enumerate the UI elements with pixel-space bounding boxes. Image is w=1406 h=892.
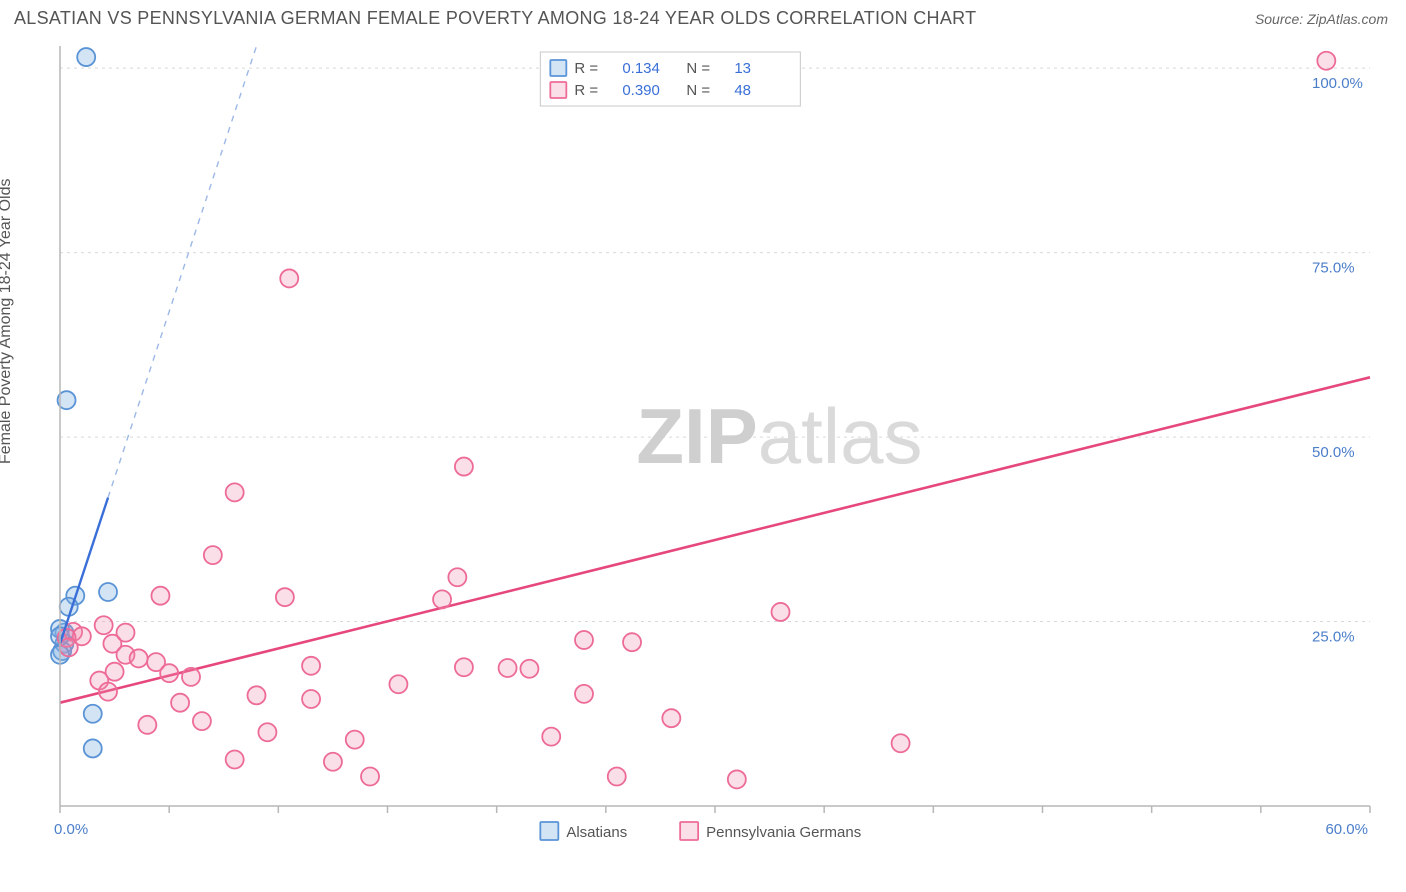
- point-pennsylvania: [226, 483, 244, 501]
- point-pennsylvania: [226, 751, 244, 769]
- chart-title: ALSATIAN VS PENNSYLVANIA GERMAN FEMALE P…: [14, 8, 976, 29]
- y-axis-label: Female Poverty Among 18-24 Year Olds: [0, 179, 15, 465]
- point-pennsylvania: [95, 616, 113, 634]
- chart-svg: 25.0% 50.0% 75.0% 100.0% ZIPatlas 0.0% 60.0% R …: [48, 46, 1388, 856]
- y-tick-label: 75.0%: [1312, 260, 1355, 277]
- point-pennsylvania: [542, 728, 560, 746]
- point-pennsylvania: [258, 723, 276, 741]
- point-pennsylvania: [433, 590, 451, 608]
- point-pennsylvania: [138, 716, 156, 734]
- point-pennsylvania: [280, 269, 298, 287]
- point-pennsylvania: [608, 767, 626, 785]
- legend-r-value: 0.390: [622, 82, 660, 99]
- point-pennsylvania: [389, 675, 407, 693]
- point-pennsylvania: [623, 633, 641, 651]
- correlation-legend: R = 0.134 N = 13 R = 0.390 N = 48: [540, 52, 800, 106]
- point-pennsylvania: [99, 683, 117, 701]
- point-pennsylvania: [361, 767, 379, 785]
- point-pennsylvania: [302, 690, 320, 708]
- series-legend: Alsatians Pennsylvania Germans: [540, 822, 861, 841]
- legend-swatch: [680, 822, 698, 840]
- point-pennsylvania: [772, 603, 790, 621]
- point-alsatian: [84, 705, 102, 723]
- point-pennsylvania: [171, 694, 189, 712]
- point-pennsylvania: [662, 709, 680, 727]
- y-tick-label: 50.0%: [1312, 444, 1355, 461]
- watermark: ZIPatlas: [636, 392, 922, 480]
- legend-swatch: [540, 822, 558, 840]
- point-pennsylvania: [60, 638, 78, 656]
- x-tick-label: 0.0%: [54, 821, 88, 838]
- point-pennsylvania: [324, 753, 342, 771]
- point-pennsylvania: [302, 657, 320, 675]
- point-alsatian: [84, 739, 102, 757]
- point-pennsylvania: [728, 770, 746, 788]
- x-tick-label: 60.0%: [1325, 821, 1368, 838]
- point-pennsylvania: [575, 631, 593, 649]
- point-pennsylvania: [193, 712, 211, 730]
- plot-area: Female Poverty Among 18-24 Year Olds 25.…: [0, 36, 1406, 892]
- point-pennsylvania: [499, 659, 517, 677]
- y-tick-label: 100.0%: [1312, 75, 1363, 92]
- point-pennsylvania: [204, 546, 222, 564]
- point-pennsylvania: [346, 731, 364, 749]
- point-pennsylvania: [575, 685, 593, 703]
- point-pennsylvania: [182, 668, 200, 686]
- point-alsatian: [77, 48, 95, 66]
- point-pennsylvania: [1317, 52, 1335, 70]
- legend-n-value: 48: [734, 82, 751, 99]
- title-bar: ALSATIAN VS PENNSYLVANIA GERMAN FEMALE P…: [0, 0, 1406, 33]
- point-pennsylvania: [892, 734, 910, 752]
- legend-swatch: [550, 60, 566, 76]
- point-alsatian: [99, 583, 117, 601]
- y-tick-label: 25.0%: [1312, 629, 1355, 646]
- legend-n-label: N =: [686, 82, 710, 99]
- point-pennsylvania: [117, 624, 135, 642]
- legend-r-label: R =: [574, 82, 598, 99]
- point-pennsylvania: [448, 568, 466, 586]
- legend-swatch: [550, 82, 566, 98]
- scatter-plot: 25.0% 50.0% 75.0% 100.0% ZIPatlas 0.0% 60.0% R …: [48, 46, 1388, 836]
- legend-n-value: 13: [734, 60, 751, 77]
- source-label: Source: ZipAtlas.com: [1255, 11, 1388, 27]
- trend-line-alsatians-extension: [108, 46, 256, 498]
- point-pennsylvania: [455, 458, 473, 476]
- legend-r-label: R =: [574, 60, 598, 77]
- legend-n-label: N =: [686, 60, 710, 77]
- legend-label: Alsatians: [566, 824, 627, 841]
- legend-r-value: 0.134: [622, 60, 660, 77]
- point-pennsylvania: [520, 660, 538, 678]
- point-pennsylvania: [276, 588, 294, 606]
- point-pennsylvania: [130, 649, 148, 667]
- point-pennsylvania: [248, 686, 266, 704]
- legend-label: Pennsylvania Germans: [706, 824, 861, 841]
- point-pennsylvania: [160, 664, 178, 682]
- point-pennsylvania: [455, 658, 473, 676]
- point-pennsylvania: [151, 587, 169, 605]
